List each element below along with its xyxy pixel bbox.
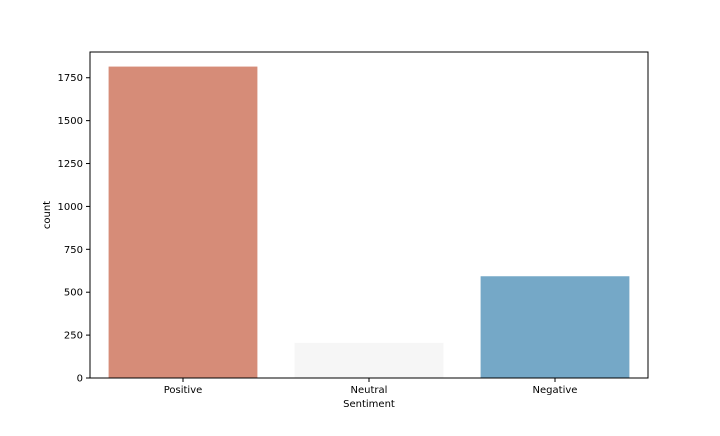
x-axis-ticks: Positive Neutral Negative [164, 378, 578, 396]
x-tick-label: Negative [533, 385, 578, 396]
y-tick-label: 750 [64, 245, 83, 256]
x-tick-label: Neutral [351, 385, 388, 396]
y-axis-ticks: 0 250 500 750 1000 1250 1500 1750 [58, 73, 90, 385]
bar-neutral [294, 342, 444, 378]
y-tick-label: 1500 [58, 116, 83, 127]
bar-positive [108, 66, 258, 378]
x-tick-label: Positive [164, 385, 203, 396]
y-tick-label: 1750 [58, 73, 83, 84]
y-tick-label: 500 [64, 288, 83, 299]
x-axis-label: Sentiment [343, 399, 395, 410]
bars-group [108, 66, 630, 378]
y-tick-label: 250 [64, 331, 83, 342]
plot-frame [89, 51, 649, 379]
y-tick-label: 1000 [58, 202, 83, 213]
bar-negative [480, 276, 630, 378]
y-tick-label: 0 [77, 374, 83, 385]
y-axis-label: count [42, 201, 53, 229]
y-tick-label: 1250 [58, 159, 83, 170]
